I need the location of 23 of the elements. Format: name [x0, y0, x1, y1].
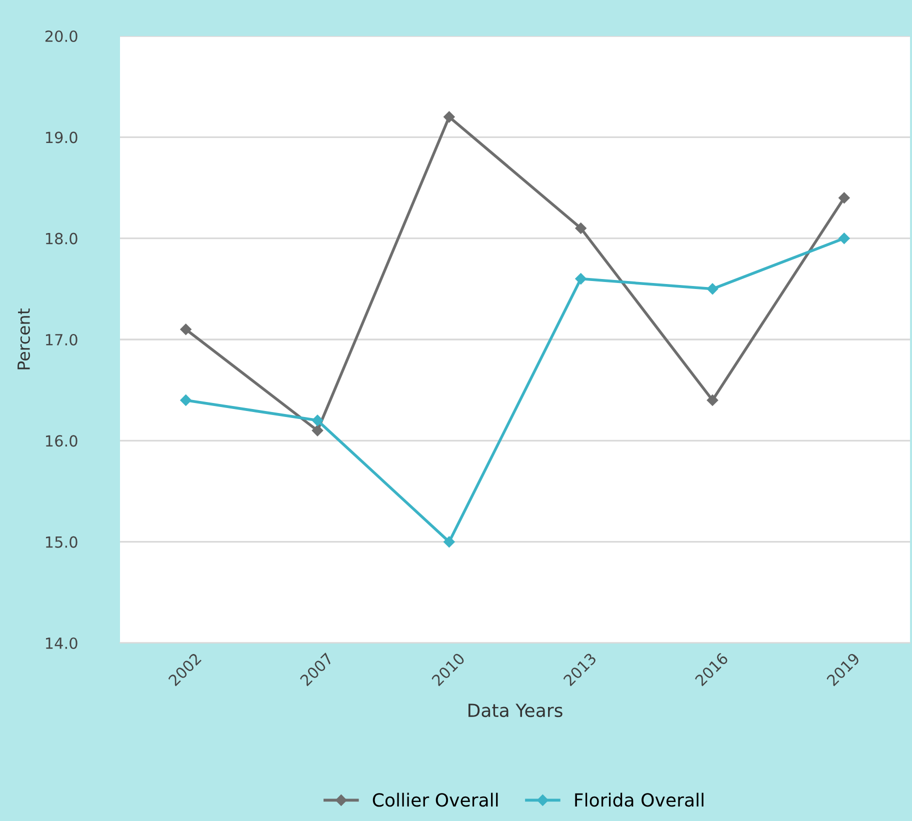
legend-label: Collier Overall [372, 792, 498, 807]
y-tick-label: 17.0 [46, 334, 78, 346]
y-tick-label: 16.0 [46, 435, 78, 447]
y-tick-label: 18.0 [46, 232, 78, 244]
y-axis-title: Percent [18, 308, 30, 370]
point [706, 394, 718, 406]
point [180, 324, 192, 335]
x-axis-title: Data Years [468, 704, 562, 718]
point [444, 111, 455, 123]
point [575, 222, 586, 234]
legend-label: Florida Overall [575, 792, 704, 807]
y-tick-label: 19.0 [46, 132, 78, 144]
y-tick-label: 20.0 [45, 30, 78, 42]
point [444, 536, 455, 548]
y-tick-label: 14.0 [46, 637, 78, 650]
y-tick-label: 15.0 [46, 536, 78, 548]
point [706, 283, 718, 295]
point [838, 192, 850, 204]
point [312, 424, 324, 436]
point [312, 414, 324, 426]
point [838, 232, 850, 244]
point [180, 394, 192, 406]
point [575, 273, 586, 284]
